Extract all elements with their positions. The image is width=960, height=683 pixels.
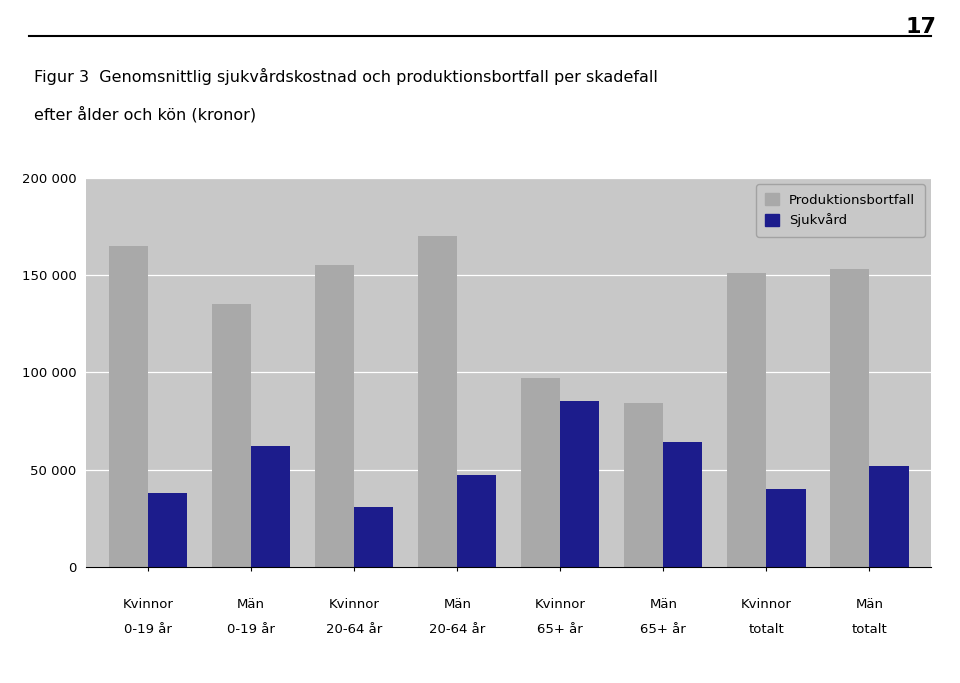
Bar: [148, 493, 187, 567]
Text: Kvinnor: Kvinnor: [741, 598, 792, 611]
Bar: [109, 246, 148, 567]
Bar: [870, 466, 908, 567]
Bar: [766, 489, 805, 567]
Bar: [561, 402, 599, 567]
Text: 0-19 år: 0-19 år: [124, 624, 172, 637]
Bar: [252, 446, 290, 567]
Text: Män: Män: [237, 598, 265, 611]
Text: 0-19 år: 0-19 år: [228, 624, 276, 637]
Text: 20-64 år: 20-64 år: [429, 624, 486, 637]
Text: 65+ år: 65+ år: [640, 624, 686, 637]
Bar: [354, 507, 394, 567]
Text: Män: Män: [444, 598, 471, 611]
Bar: [419, 236, 457, 567]
Text: efter ålder och kön (kronor): efter ålder och kön (kronor): [34, 106, 255, 122]
Bar: [663, 443, 703, 567]
Bar: [521, 378, 561, 567]
Text: 65+ år: 65+ år: [538, 624, 583, 637]
Text: Män: Män: [649, 598, 678, 611]
Bar: [624, 404, 663, 567]
Text: Män: Män: [855, 598, 883, 611]
Bar: [212, 304, 252, 567]
Text: totalt: totalt: [749, 624, 784, 637]
Bar: [728, 273, 766, 567]
Text: totalt: totalt: [852, 624, 887, 637]
Bar: [315, 265, 354, 567]
Text: 17: 17: [905, 17, 936, 37]
Bar: [457, 475, 496, 567]
Text: 20-64 år: 20-64 år: [326, 624, 382, 637]
Text: Figur 3  Genomsnittlig sjukvårdskostnad och produktionsbortfall per skadefall: Figur 3 Genomsnittlig sjukvårdskostnad o…: [34, 68, 658, 85]
Legend: Produktionsbortfall, Sjukvård: Produktionsbortfall, Sjukvård: [756, 184, 924, 236]
Text: Kvinnor: Kvinnor: [535, 598, 586, 611]
Text: Kvinnor: Kvinnor: [329, 598, 380, 611]
Bar: [830, 269, 870, 567]
Text: Kvinnor: Kvinnor: [123, 598, 174, 611]
